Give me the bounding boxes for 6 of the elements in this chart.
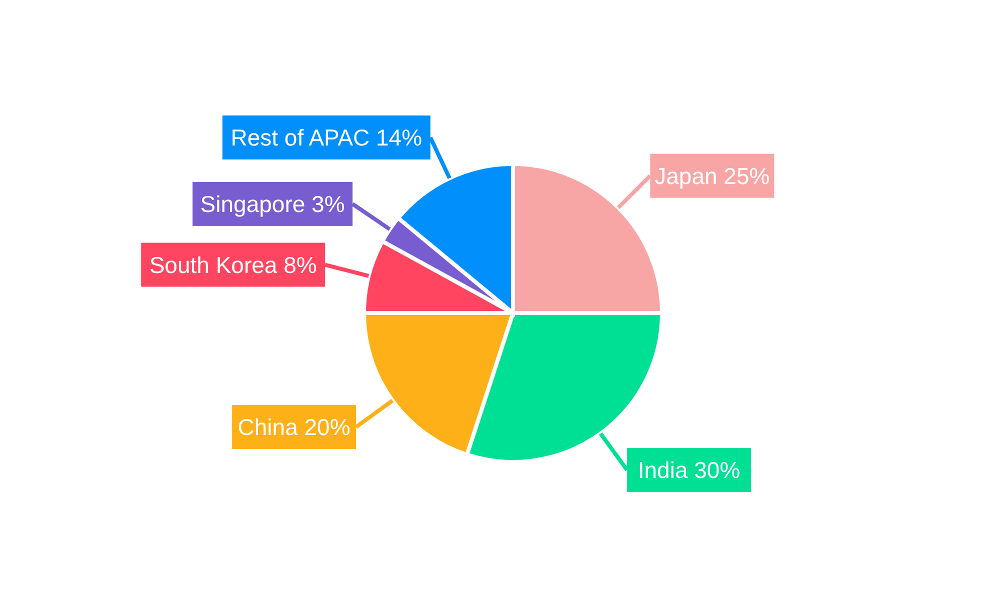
slice-label: Rest of APAC 14% xyxy=(230,124,422,150)
slice-label: South Korea 8% xyxy=(149,252,317,278)
slice-label: China 20% xyxy=(238,414,350,440)
slice-label: Japan 25% xyxy=(654,162,770,189)
slice-label: Singapore 3% xyxy=(200,190,345,217)
slice-label: India 30% xyxy=(638,456,740,483)
